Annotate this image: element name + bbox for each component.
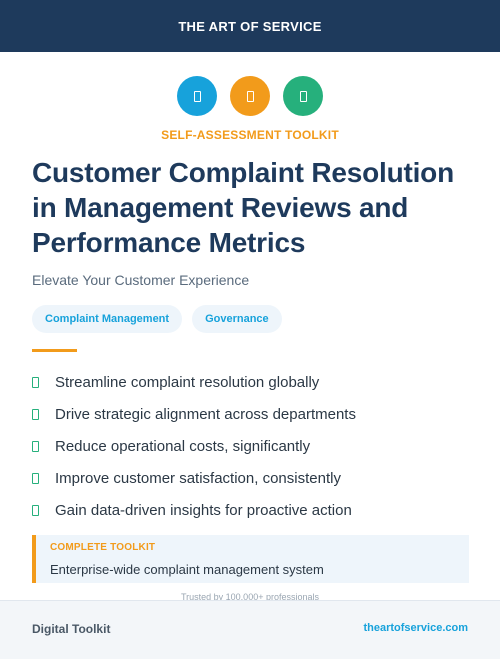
toolkit-description: Enterprise-wide complaint management sys… <box>50 562 324 577</box>
feature-icon-1 <box>177 76 217 116</box>
tag-complaint-management: Complaint Management <box>32 305 183 333</box>
placeholder-glyph-icon <box>193 90 201 102</box>
check-icon <box>32 376 39 388</box>
kicker-label: SELF-ASSESSMENT TOOLKIT <box>161 128 339 142</box>
check-icon <box>32 440 39 452</box>
benefit-item: Gain data-driven insights for proactive … <box>32 494 356 526</box>
complete-toolkit-card: COMPLETE TOOLKIT Enterprise-wide complai… <box>32 535 469 583</box>
benefit-text: Reduce operational costs, significantly <box>55 437 311 455</box>
benefit-item: Streamline complaint resolution globally <box>32 366 356 398</box>
feature-icon-3 <box>283 76 323 116</box>
benefit-text: Improve customer satisfaction, consisten… <box>55 469 341 487</box>
tag-governance: Governance <box>192 305 282 333</box>
footer-label: Digital Toolkit <box>32 622 111 636</box>
placeholder-glyph-icon <box>299 90 307 102</box>
accent-divider <box>32 349 77 352</box>
top-banner: THE ART OF SERVICE <box>0 0 500 52</box>
placeholder-glyph-icon <box>246 90 254 102</box>
check-icon <box>32 472 39 484</box>
check-icon <box>32 504 39 516</box>
feature-icon-row <box>0 76 500 116</box>
tag-list: Complaint Management Governance <box>32 305 282 333</box>
benefit-item: Improve customer satisfaction, consisten… <box>32 462 356 494</box>
benefit-list: Streamline complaint resolution globally… <box>32 366 356 526</box>
page-title: Customer Complaint Resolution in Managem… <box>32 157 454 258</box>
trusted-by-note: Trusted by 100,000+ professionals <box>180 592 319 602</box>
brand-name: THE ART OF SERVICE <box>178 18 322 34</box>
benefit-item: Drive strategic alignment across departm… <box>32 398 356 430</box>
feature-icon-2 <box>230 76 270 116</box>
subtitle: Elevate Your Customer Experience <box>32 272 250 288</box>
website-link[interactable]: theartofservice.com <box>363 622 468 634</box>
benefit-text: Gain data-driven insights for proactive … <box>55 501 352 519</box>
footer-bar: Digital Toolkit theartofservice.com <box>0 600 500 659</box>
check-icon <box>32 408 39 420</box>
toolkit-label: COMPLETE TOOLKIT <box>50 542 156 553</box>
benefit-item: Reduce operational costs, significantly <box>32 430 356 462</box>
benefit-text: Drive strategic alignment across departm… <box>55 405 356 423</box>
benefit-text: Streamline complaint resolution globally <box>55 373 320 391</box>
